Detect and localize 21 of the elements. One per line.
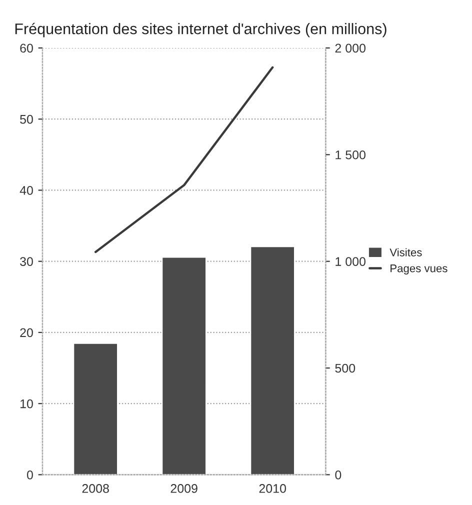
legend-label: Visites xyxy=(390,248,422,256)
x-tick-label: 2009 xyxy=(170,484,198,493)
bar xyxy=(161,256,207,475)
y-tick-label: 30 xyxy=(20,257,33,266)
y2-tick-label: 0 xyxy=(335,470,342,480)
legend-label: Pages vues xyxy=(390,264,448,274)
y-tick-label: 10 xyxy=(20,399,33,408)
y2-tick-label: 1 000 xyxy=(336,257,366,266)
bar xyxy=(72,342,118,475)
y-tick-label: 50 xyxy=(20,114,33,124)
chart-title: Fréquentation des sites internet d'archives (en millions) xyxy=(15,22,386,38)
y-tick-label: 20 xyxy=(20,328,33,338)
y2-tick-label: 1 500 xyxy=(336,150,366,160)
y2-tick-label: 500 xyxy=(335,364,356,373)
y-tick-label: 60 xyxy=(20,44,33,53)
x-tick-label: 2008 xyxy=(82,484,109,493)
y2-tick-label: 2 000 xyxy=(335,44,366,53)
bar xyxy=(250,246,296,475)
y-tick-label: 0 xyxy=(26,470,33,480)
x-tick-label: 2010 xyxy=(259,484,286,493)
y-tick-label: 40 xyxy=(20,186,33,195)
